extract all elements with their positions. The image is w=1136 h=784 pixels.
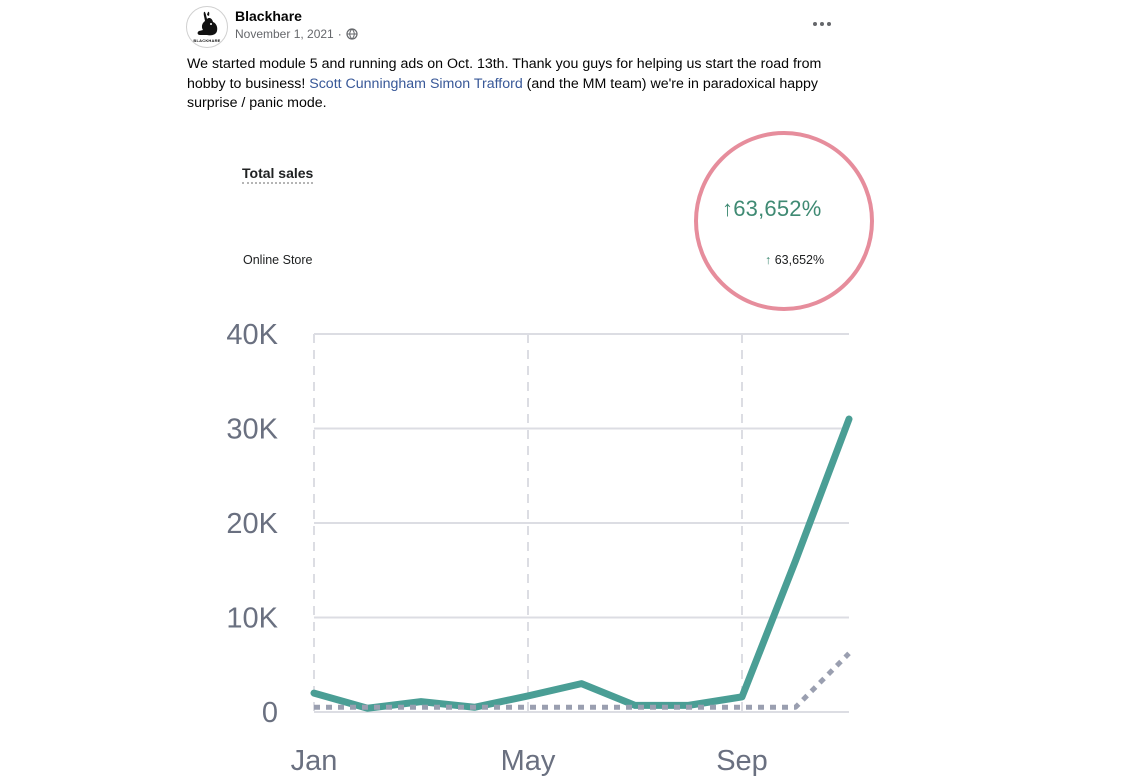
avatar-caption: BLACKHARE	[193, 38, 221, 43]
up-arrow-icon: ↑	[765, 253, 772, 267]
globe-icon[interactable]	[346, 28, 358, 40]
more-options-button[interactable]	[808, 12, 836, 36]
x-tick-label: Jan	[291, 745, 338, 777]
post-text: We started module 5 and running ads on O…	[187, 55, 847, 114]
dot-icon	[820, 22, 824, 26]
mention-simon-trafford[interactable]: Simon Trafford	[429, 75, 523, 92]
online-store-label: Online Store	[243, 253, 313, 267]
up-arrow-icon: ↑	[722, 196, 734, 221]
y-tick-label: 0	[262, 697, 278, 729]
dot-icon	[813, 22, 817, 26]
mention-scott-cunningham[interactable]: Scott Cunningham	[309, 75, 426, 92]
online-store-change: ↑ 63,652%	[765, 253, 824, 267]
y-tick-label: 20K	[226, 508, 278, 540]
post-author[interactable]: Blackhare	[235, 8, 302, 24]
x-tick-label: Sep	[716, 745, 768, 777]
dot-icon	[827, 22, 831, 26]
y-tick-label: 10K	[226, 603, 278, 635]
online-change-value: 63,652%	[774, 253, 825, 267]
comparison-series-line	[314, 651, 851, 710]
highlight-circle	[694, 131, 874, 311]
post-meta: November 1, 2021 ·	[235, 27, 358, 41]
total-sales-change: ↑63,652%	[722, 196, 821, 222]
y-tick-label: 30K	[226, 414, 278, 446]
sales-series-line	[310, 415, 853, 712]
total-change-value: 63,652%	[733, 196, 822, 221]
post-date[interactable]: November 1, 2021	[235, 27, 334, 41]
post-body-start: We started module 5 and running ads on O…	[187, 56, 822, 92]
total-sales-label[interactable]: Total sales	[242, 165, 314, 184]
avatar[interactable]: BLACKHARE	[186, 6, 228, 48]
hare-logo-icon	[197, 11, 218, 36]
y-tick-label: 40K	[226, 319, 278, 351]
separator-dot: ·	[337, 27, 342, 41]
x-tick-label: May	[501, 745, 556, 777]
post-body-end: (and the MM team) we're in paradoxical h…	[187, 75, 819, 112]
